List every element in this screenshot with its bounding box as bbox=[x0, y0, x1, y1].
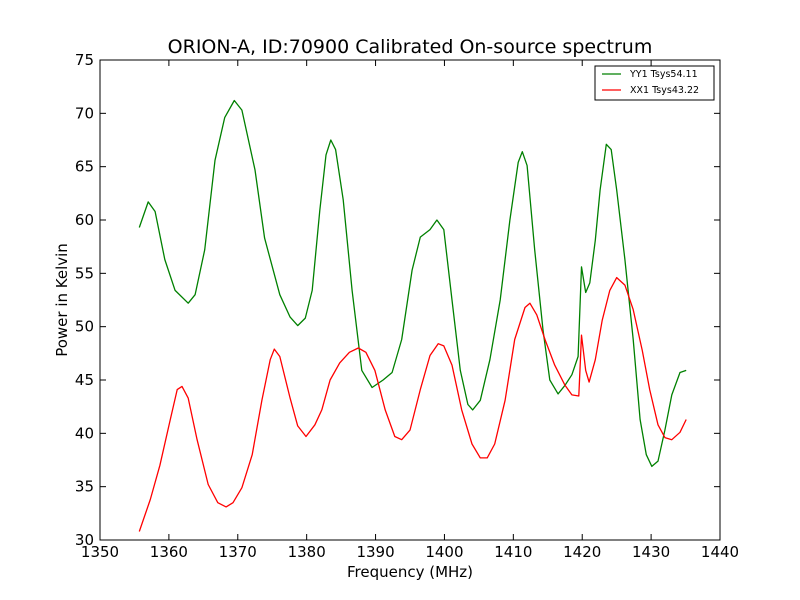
x-tick-label: 1420 bbox=[563, 543, 601, 561]
y-tick-label: 50 bbox=[75, 318, 94, 336]
x-tick-label: 1350 bbox=[81, 543, 119, 561]
chart-title: ORION-A, ID:70900 Calibrated On-source s… bbox=[168, 36, 653, 58]
y-tick-label: 35 bbox=[75, 478, 94, 496]
legend-box bbox=[594, 65, 715, 101]
x-tick-label: 1390 bbox=[356, 543, 394, 561]
series-layer bbox=[138, 99, 687, 532]
x-tick-label: 1430 bbox=[632, 543, 670, 561]
x-tick-label: 1360 bbox=[150, 543, 188, 561]
y-tick-label: 55 bbox=[75, 264, 94, 282]
y-axis: 30 35 40 45 50 55 60 65 70 75 bbox=[75, 51, 720, 549]
y-tick-label: 60 bbox=[75, 211, 94, 229]
x-axis: 1350 1360 1370 1380 1390 1400 1410 1420 1430 1440 bbox=[81, 60, 739, 561]
legend-label-yy1: YY1 Tsys54.11 bbox=[629, 69, 698, 80]
y-tick-label: 45 bbox=[75, 371, 94, 389]
y-axis-label: Power in Kelvin bbox=[53, 243, 71, 357]
series-line-yy1 bbox=[138, 99, 687, 468]
y-tick-label: 70 bbox=[75, 104, 94, 122]
plot-area-frame bbox=[99, 59, 721, 541]
y-tick-label: 30 bbox=[75, 531, 94, 549]
x-tick-label: 1410 bbox=[494, 543, 532, 561]
y-tick-label: 40 bbox=[75, 424, 94, 442]
x-tick-label: 1380 bbox=[288, 543, 326, 561]
x-tick-label: 1400 bbox=[425, 543, 463, 561]
x-tick-label: 1440 bbox=[701, 543, 739, 561]
legend: YY1 Tsys54.11 XX1 Tsys43.22 bbox=[594, 65, 715, 101]
series-line-xx1 bbox=[138, 276, 687, 532]
x-tick-label: 1370 bbox=[219, 543, 257, 561]
y-tick-label: 75 bbox=[75, 51, 94, 69]
x-axis-label: Frequency (MHz) bbox=[347, 563, 473, 581]
y-tick-label: 65 bbox=[75, 158, 94, 176]
legend-label-xx1: XX1 Tsys43.22 bbox=[630, 85, 699, 96]
